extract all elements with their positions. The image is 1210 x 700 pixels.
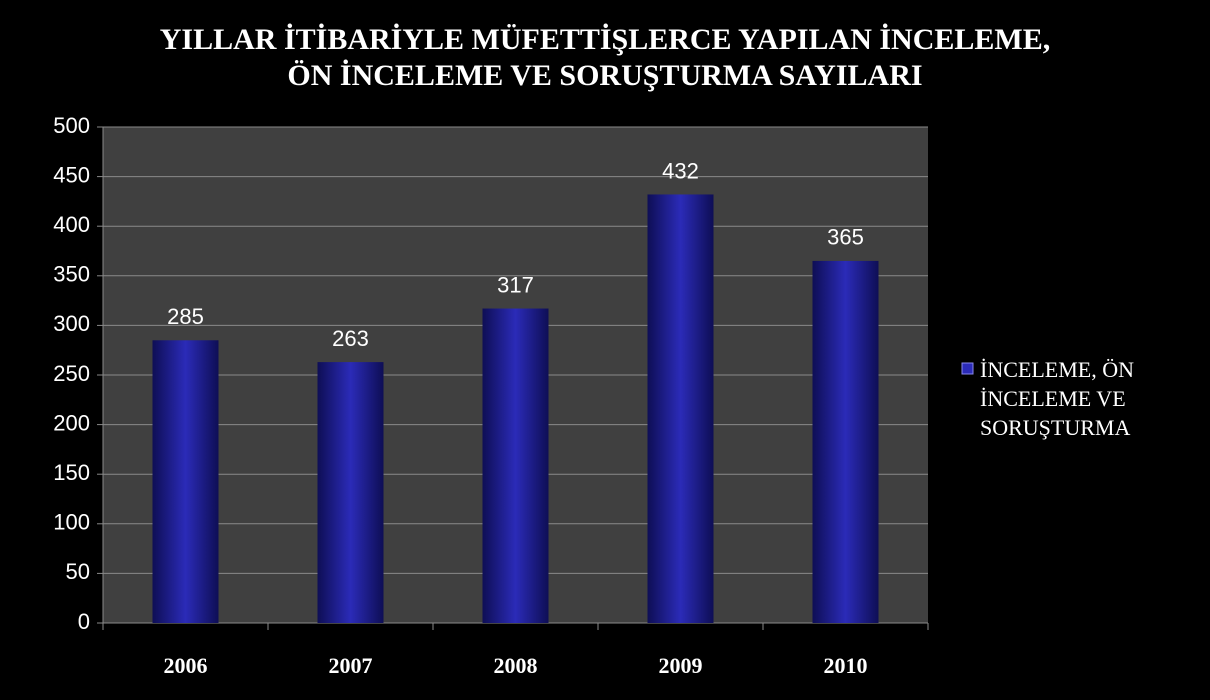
legend-label: İNCELEME, ÖN İNCELEME VE SORUŞTURMA	[980, 357, 1134, 440]
x-tick-label: 2008	[494, 653, 538, 678]
y-tick-label: 450	[53, 162, 90, 187]
value-label: 365	[827, 225, 864, 250]
x-tick-label: 2009	[659, 653, 703, 678]
value-label: 263	[332, 326, 369, 351]
bar	[647, 194, 714, 623]
x-tick-label: 2006	[164, 653, 208, 678]
x-tick-label: 2010	[824, 653, 868, 678]
chart-title: YILLAR İTİBARİYLE MÜFETTİŞLERCE YAPILAN …	[159, 23, 1051, 92]
bar	[482, 308, 549, 623]
value-label: 317	[497, 272, 534, 297]
y-tick-label: 300	[53, 311, 90, 336]
value-label: 432	[662, 158, 699, 183]
bar	[812, 260, 879, 623]
value-label: 285	[167, 304, 204, 329]
bar	[152, 340, 219, 623]
y-tick-label: 100	[53, 510, 90, 535]
legend-marker	[961, 362, 974, 375]
y-tick-label: 400	[53, 212, 90, 237]
x-tick-label: 2007	[329, 653, 373, 678]
y-tick-label: 250	[53, 361, 90, 386]
y-tick-label: 200	[53, 410, 90, 435]
y-tick-label: 50	[66, 559, 90, 584]
bar	[317, 362, 384, 623]
y-tick-label: 350	[53, 262, 90, 287]
y-tick-label: 500	[53, 113, 90, 138]
y-tick-label: 150	[53, 460, 90, 485]
y-tick-label: 0	[78, 609, 90, 634]
